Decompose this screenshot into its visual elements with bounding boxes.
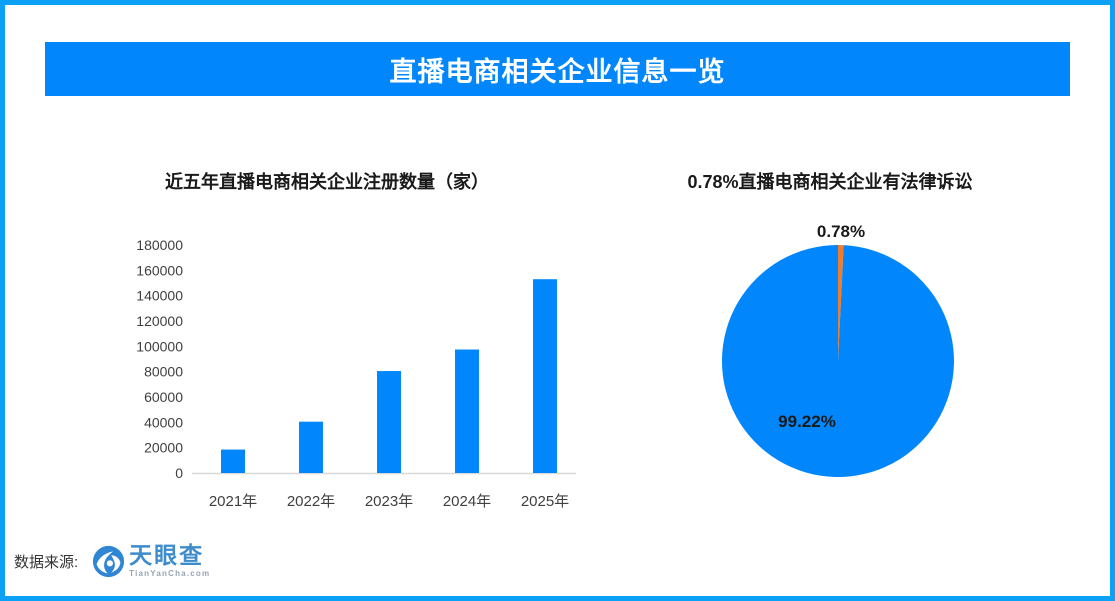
- bar-chart-title: 近五年直播电商相关企业注册数量（家）: [165, 172, 489, 192]
- x-axis-category-label: 2023年: [365, 493, 413, 510]
- bar-2021年: [221, 449, 245, 473]
- tianyancha-logo-textblock: 天眼查 TianYanCha.com: [129, 544, 210, 578]
- y-axis-tick-label: 40000: [144, 414, 183, 430]
- bar-2023年: [377, 371, 401, 473]
- pie-label-large-slice: 99.22%: [778, 412, 836, 431]
- page-title: 直播电商相关企业信息一览: [389, 56, 726, 87]
- bar-chart-section: 近五年直播电商相关企业注册数量（家） 0 20000 40000 60000 80000…: [135, 162, 576, 522]
- pie-slice-no-litigation: [721, 245, 954, 477]
- footer: 数据来源: 天眼查 TianYanCha.com: [14, 539, 210, 583]
- x-axis-category-label: 2022年: [287, 493, 335, 510]
- y-axis-tick-label: 140000: [136, 288, 183, 304]
- y-axis-tick-label: 180000: [136, 237, 183, 253]
- tianyancha-logo: 天眼查 TianYanCha.com: [92, 544, 210, 578]
- y-axis-tick-label: 60000: [144, 389, 183, 405]
- y-axis-tick-label: 120000: [136, 313, 183, 329]
- pie-chart: 0.78% 99.22%: [721, 222, 954, 477]
- y-axis-tick-label: 0: [175, 465, 183, 481]
- header-banner: 直播电商相关企业信息一览: [45, 42, 1070, 96]
- pie-slice-has-litigation: [838, 245, 844, 361]
- pie-chart-section: 0.78%直播电商相关企业有法律诉讼 0.78% 99.22%: [660, 162, 1000, 537]
- tianyancha-logo-text: 天眼查: [129, 542, 205, 568]
- tianyancha-logo-domain: TianYanCha.com: [129, 569, 211, 578]
- y-axis-tick-label: 80000: [144, 364, 183, 380]
- bar-2025年: [533, 279, 557, 473]
- y-axis-tick-label: 160000: [136, 262, 183, 278]
- y-axis-tick-label: 100000: [136, 338, 183, 354]
- pie-chart-title: 0.78%直播电商相关企业有法律诉讼: [687, 172, 973, 192]
- bar-chart: 0 20000 40000 60000 80000 100000 120000 140000 1…: [136, 237, 576, 510]
- x-axis-category-label: 2025年: [521, 493, 569, 510]
- x-axis-category-label: 2024年: [443, 493, 491, 510]
- pie-label-small-slice: 0.78%: [817, 222, 865, 241]
- data-source-label: 数据来源:: [14, 553, 79, 571]
- bar-2022年: [299, 421, 323, 473]
- tianyancha-logo-icon: [93, 545, 125, 577]
- x-axis-category-label: 2021年: [209, 493, 257, 510]
- bar-2024年: [455, 349, 479, 473]
- y-axis-tick-label: 20000: [144, 440, 183, 456]
